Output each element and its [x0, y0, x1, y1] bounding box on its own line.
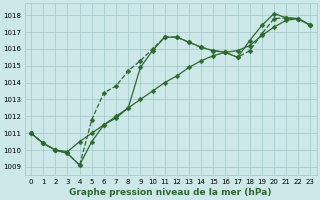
- X-axis label: Graphe pression niveau de la mer (hPa): Graphe pression niveau de la mer (hPa): [69, 188, 272, 197]
